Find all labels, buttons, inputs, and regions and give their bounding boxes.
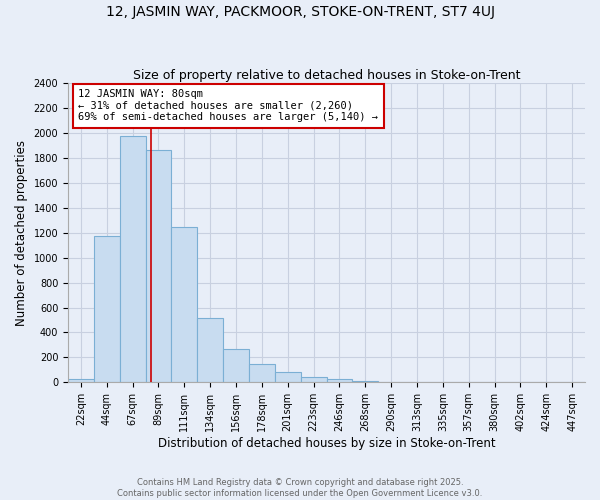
Bar — [275, 372, 301, 382]
Y-axis label: Number of detached properties: Number of detached properties — [15, 140, 28, 326]
Bar — [223, 348, 249, 382]
Bar — [94, 236, 120, 382]
Bar — [146, 150, 172, 382]
Text: 12, JASMIN WAY, PACKMOOR, STOKE-ON-TRENT, ST7 4UJ: 12, JASMIN WAY, PACKMOOR, STOKE-ON-TRENT… — [106, 5, 494, 19]
Bar — [326, 378, 352, 382]
Text: 12 JASMIN WAY: 80sqm
← 31% of detached houses are smaller (2,260)
69% of semi-de: 12 JASMIN WAY: 80sqm ← 31% of detached h… — [79, 89, 379, 122]
Bar — [301, 376, 326, 382]
Text: Contains HM Land Registry data © Crown copyright and database right 2025.
Contai: Contains HM Land Registry data © Crown c… — [118, 478, 482, 498]
Bar — [352, 381, 378, 382]
Bar — [249, 364, 275, 382]
X-axis label: Distribution of detached houses by size in Stoke-on-Trent: Distribution of detached houses by size … — [158, 437, 496, 450]
Bar — [172, 226, 197, 382]
Title: Size of property relative to detached houses in Stoke-on-Trent: Size of property relative to detached ho… — [133, 69, 520, 82]
Bar — [120, 136, 146, 382]
Bar — [68, 378, 94, 382]
Bar — [197, 318, 223, 382]
